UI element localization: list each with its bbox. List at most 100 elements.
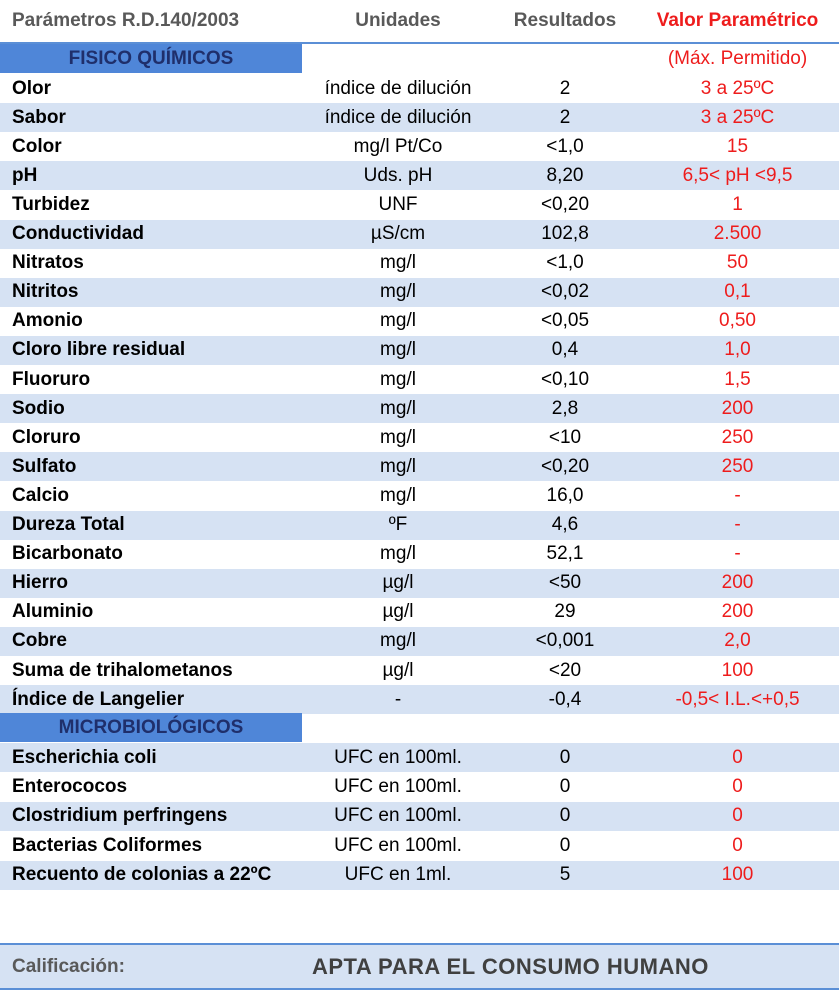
parameter-unit: µg/l <box>382 572 414 594</box>
parameter-result: <20 <box>548 659 582 681</box>
parameter-name: Índice de Langelier <box>12 688 185 710</box>
parameter-unit: mg/l Pt/Co <box>353 135 443 157</box>
parameter-result: 2,8 <box>551 397 579 419</box>
parameter-result: 0 <box>559 805 571 827</box>
table-row: Bicarbonato mg/l 52,1 - <box>0 539 839 569</box>
parameter-result: 2 <box>559 77 571 99</box>
parameter-result: 0 <box>559 746 571 768</box>
table-row: Color mg/l Pt/Co <1,0 15 <box>0 132 839 162</box>
parameter-limit: 0 <box>732 834 743 856</box>
parameter-result: <1,0 <box>546 135 584 157</box>
parameter-unit: mg/l <box>380 397 416 419</box>
table-row: Sabor índice de dilución 2 3 a 25ºC <box>0 103 839 133</box>
parameter-name: Hierro <box>12 572 68 594</box>
parameter-unit: mg/l <box>380 543 416 565</box>
parameter-result: 0 <box>559 834 571 856</box>
parameter-name: Olor <box>12 77 52 99</box>
parameter-name: Bicarbonato <box>12 543 123 565</box>
table-row: Calcio mg/l 16,0 - <box>0 481 839 511</box>
table-row: Amonio mg/l <0,05 0,50 <box>0 306 839 336</box>
parameter-result: 102,8 <box>541 223 589 245</box>
parameter-limit: 1,5 <box>724 368 751 390</box>
parameter-limit: 1,0 <box>724 339 751 361</box>
parameter-name: Enterococos <box>12 776 128 798</box>
parameter-unit: mg/l <box>380 426 416 448</box>
parameter-limit: - <box>734 484 741 506</box>
parameter-limit: 0,1 <box>724 281 751 303</box>
parameter-name: Cobre <box>12 630 67 652</box>
parameter-limit: 3 a 25ºC <box>700 106 775 128</box>
parameter-unit: mg/l <box>380 252 416 274</box>
table-row: pH Uds. pH 8,20 6,5< pH <9,5 <box>0 161 839 191</box>
parameter-result: 29 <box>554 601 576 623</box>
table-row: Nitratos mg/l <1,0 50 <box>0 248 839 278</box>
table-row: Aluminio µg/l 29 200 <box>0 597 839 627</box>
table-row: Cloruro mg/l <10 250 <box>0 423 839 453</box>
parameter-name: Color <box>12 135 62 157</box>
parameter-limit: 200 <box>721 601 754 623</box>
parameter-unit: UFC en 100ml. <box>334 776 462 798</box>
parameter-limit: 250 <box>721 426 754 448</box>
parameter-limit: 0 <box>732 746 743 768</box>
parameter-result: <0,20 <box>540 193 590 215</box>
parameter-result: 0 <box>559 776 571 798</box>
parameter-result: 8,20 <box>546 164 584 186</box>
parameter-limit: - <box>734 543 741 565</box>
parameter-unit: mg/l <box>380 339 416 361</box>
parameter-name: Turbidez <box>12 193 90 215</box>
parameter-name: Amonio <box>12 310 83 332</box>
table-row: Olor índice de dilución 2 3 a 25ºC <box>0 74 839 104</box>
parameter-name: Sabor <box>12 106 66 128</box>
parameter-unit: mg/l <box>380 630 416 652</box>
parameter-unit: mg/l <box>380 484 416 506</box>
table-row: Nitritos mg/l <0,02 0,1 <box>0 277 839 307</box>
parameter-name: Suma de trihalometanos <box>12 659 233 681</box>
parameter-name: Nitritos <box>12 281 79 303</box>
table-row: Dureza Total ºF 4,6 - <box>0 510 839 540</box>
parameter-unit: mg/l <box>380 455 416 477</box>
parameter-unit: µS/cm <box>370 223 426 245</box>
parameter-name: Cloro libre residual <box>12 339 186 361</box>
parameter-name: Bacterias Coliformes <box>12 834 203 856</box>
parameter-name: pH <box>12 164 38 186</box>
parameter-result: <0,001 <box>535 630 595 652</box>
parameter-limit: -0,5< I.L.<+0,5 <box>675 688 800 710</box>
parameter-result: <10 <box>548 426 582 448</box>
header-parametric-value: Valor Paramétrico <box>656 10 819 31</box>
qualification-bar: Calificación: APTA PARA EL CONSUMO HUMAN… <box>0 943 839 990</box>
parameter-limit: 200 <box>721 397 754 419</box>
parameter-limit: 0 <box>732 776 743 798</box>
qualification-label: Calificación: <box>12 955 125 977</box>
parameter-unit: mg/l <box>380 281 416 303</box>
parameter-limit: 100 <box>721 659 754 681</box>
parameter-name: Sulfato <box>12 455 77 477</box>
table-row: Cloro libre residual mg/l 0,4 1,0 <box>0 335 839 365</box>
parameter-name: Nitratos <box>12 252 84 274</box>
parameter-limit: 15 <box>726 135 749 157</box>
parameter-result: <50 <box>548 572 582 594</box>
table-row: Sulfato mg/l <0,20 250 <box>0 452 839 482</box>
parameter-limit: 200 <box>721 572 754 594</box>
parameter-name: Fluoruro <box>12 368 91 390</box>
parameter-limit: 50 <box>726 252 749 274</box>
parameter-limit: 100 <box>721 864 754 886</box>
header-units: Unidades <box>355 10 441 31</box>
parameter-unit: UFC en 1ml. <box>344 864 452 886</box>
parameter-result: 0,4 <box>551 339 579 361</box>
table-row: Sodio mg/l 2,8 200 <box>0 394 839 424</box>
parameter-limit: 6,5< pH <9,5 <box>682 164 793 186</box>
parameter-name: Calcio <box>12 484 70 506</box>
parameter-limit: 2,0 <box>724 630 751 652</box>
parameter-result: <0,10 <box>540 368 590 390</box>
parameter-limit: 0,50 <box>719 310 756 332</box>
parameter-unit: UNF <box>378 193 418 215</box>
parameter-limit: 2.500 <box>713 223 762 245</box>
parameter-name: Conductividad <box>12 223 144 245</box>
section-label-fisico-quimicos: FISICO QUÍMICOS <box>0 44 302 73</box>
parameter-limit: 3 a 25ºC <box>700 77 775 99</box>
table-row: Enterococos UFC en 100ml. 0 0 <box>0 772 839 802</box>
parameter-result: <1,0 <box>546 252 584 274</box>
parameter-result: 52,1 <box>546 543 584 565</box>
table-header-row: Parámetros R.D.140/2003 Unidades Resulta… <box>0 0 839 44</box>
parameter-result: <0,20 <box>540 455 590 477</box>
